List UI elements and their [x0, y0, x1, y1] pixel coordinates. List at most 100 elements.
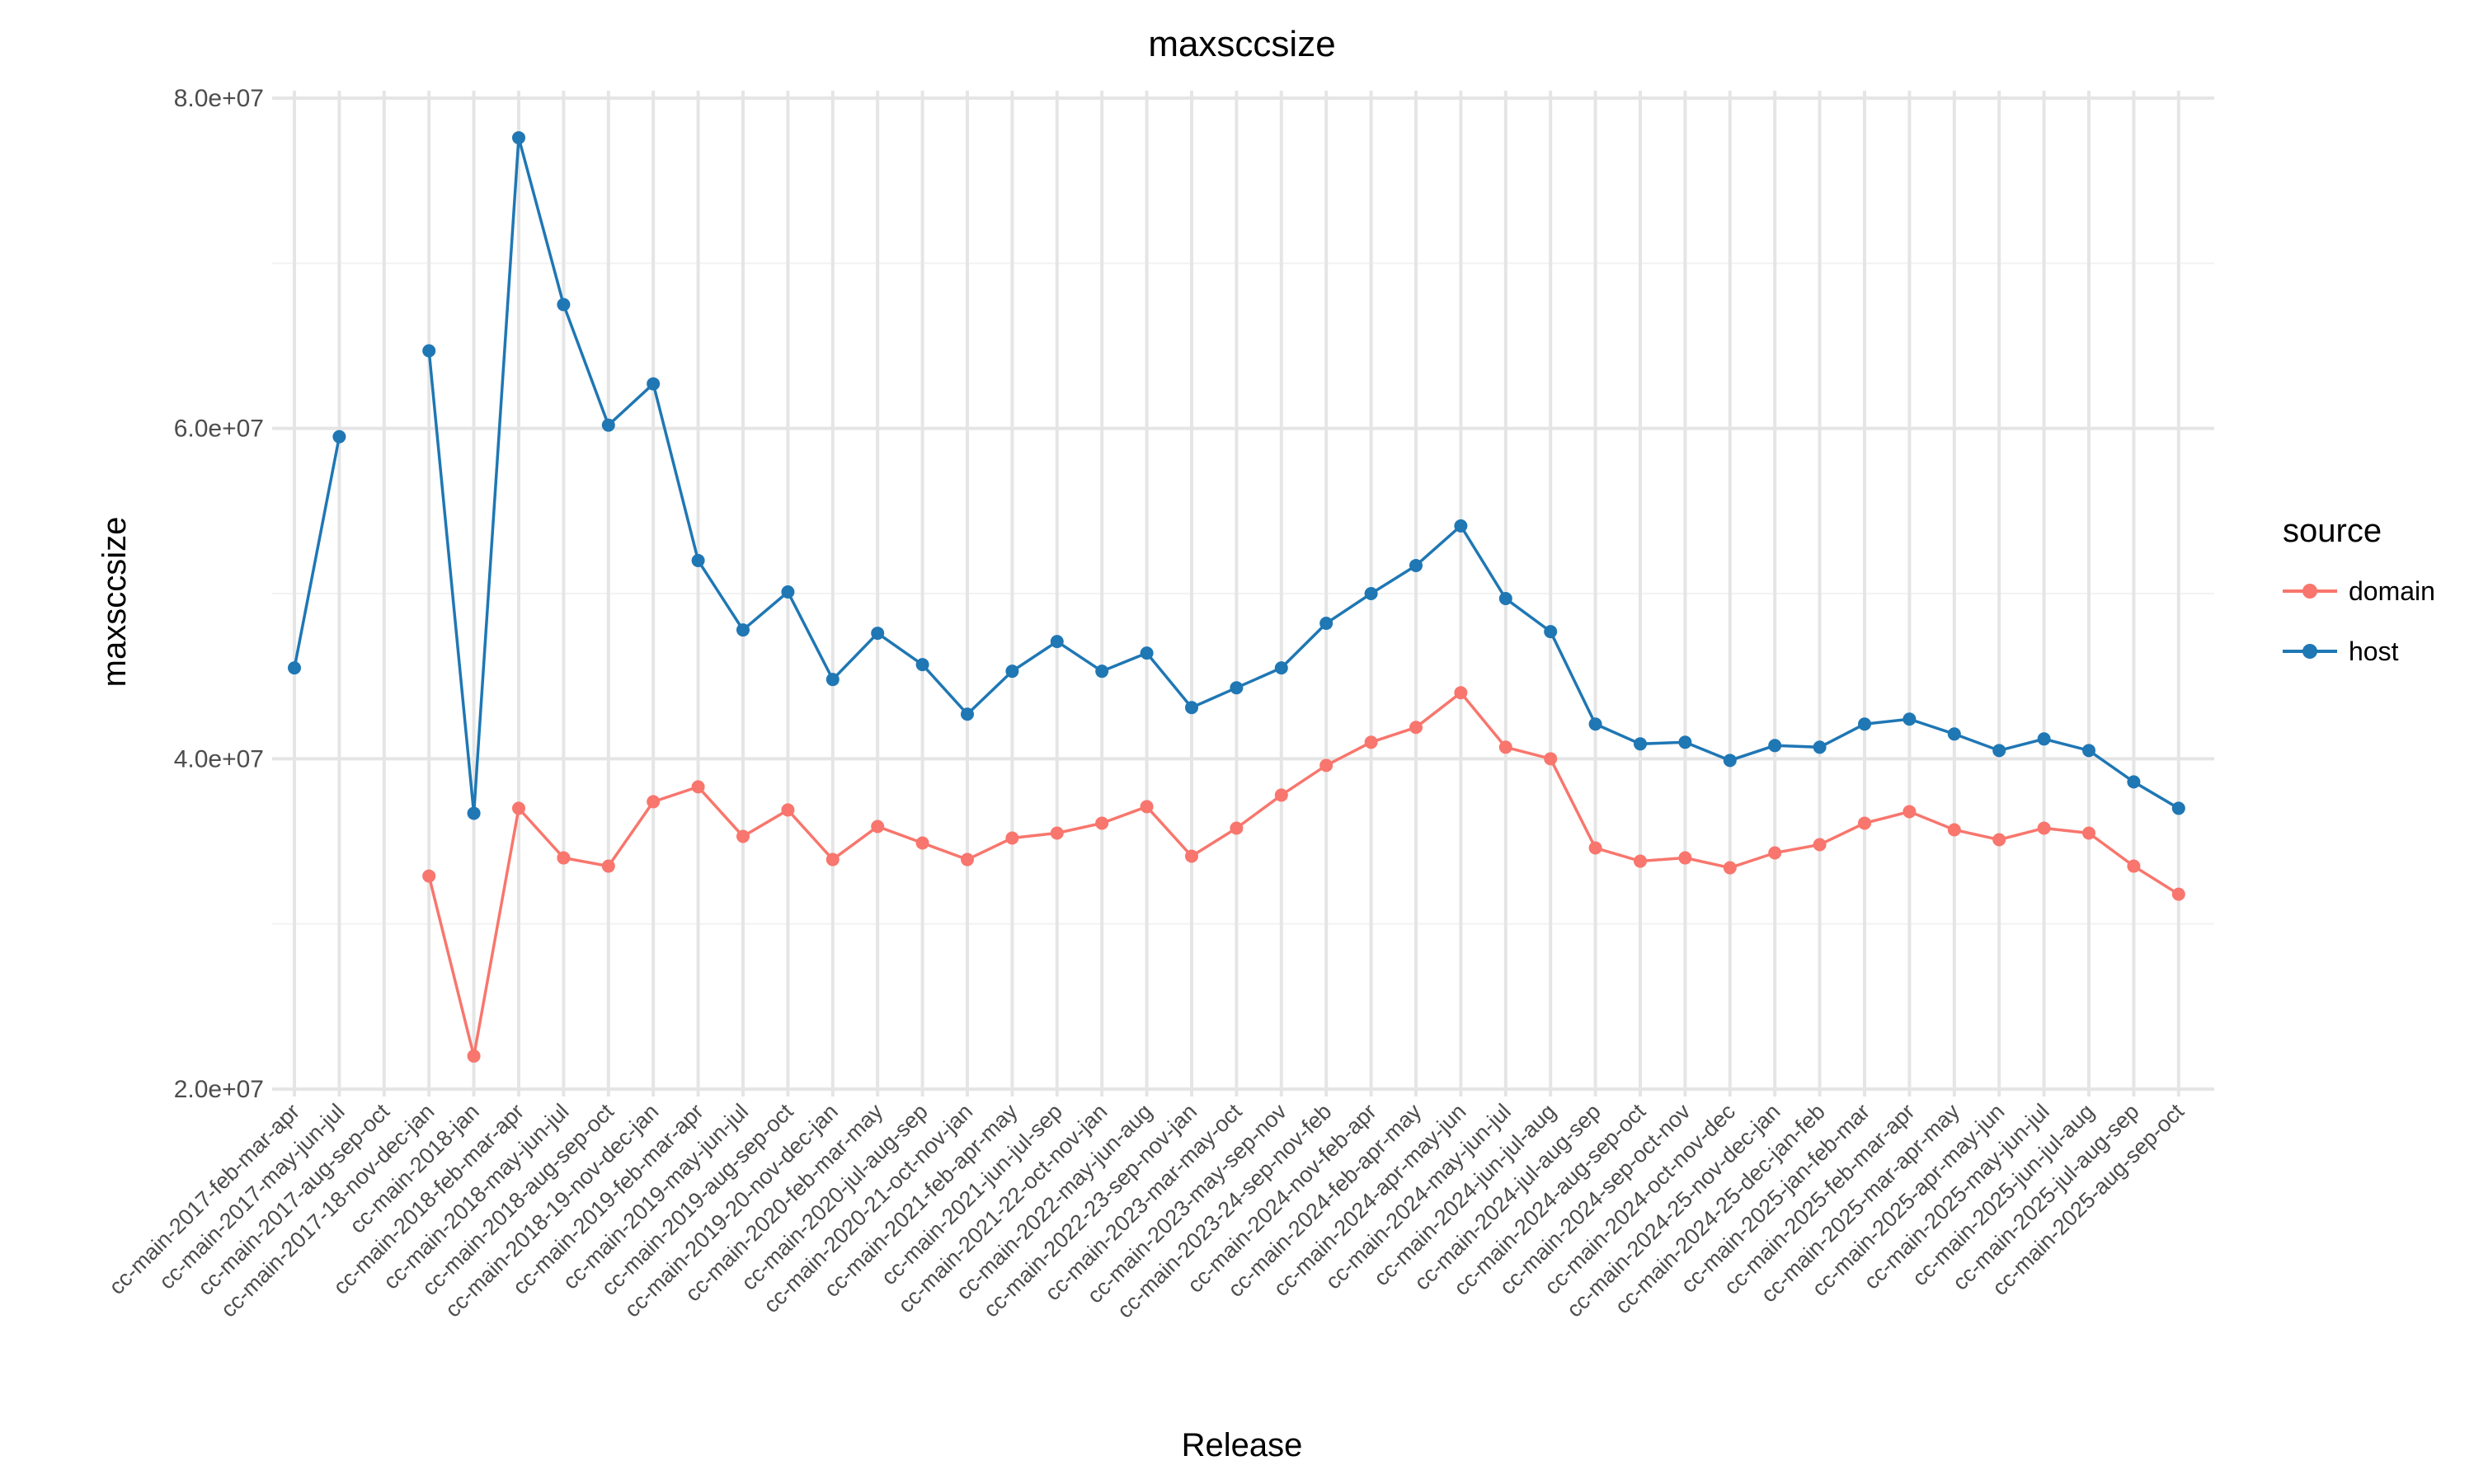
data-point-domain	[647, 795, 661, 809]
data-point-domain	[1723, 861, 1737, 875]
data-point-host	[1544, 625, 1558, 639]
data-point-host	[1634, 737, 1647, 751]
legend-item-domain: domain	[2283, 576, 2435, 606]
data-point-host	[1588, 717, 1602, 731]
data-point-domain	[961, 852, 974, 866]
data-point-domain	[736, 829, 750, 843]
data-point-host	[1454, 519, 1468, 533]
data-point-domain	[601, 859, 615, 873]
data-point-domain	[1992, 833, 2006, 847]
data-point-domain	[1634, 854, 1647, 868]
legend-label: host	[2349, 636, 2399, 666]
data-point-host	[1903, 712, 1917, 726]
data-point-host	[1140, 646, 1154, 660]
y-tick-label: 8.0e+07	[174, 85, 264, 112]
legend-point-swatch	[2302, 584, 2317, 599]
data-point-domain	[1947, 823, 1961, 837]
data-point-domain	[1903, 805, 1917, 819]
x-axis-title: Release	[1182, 1427, 1303, 1463]
data-point-host	[691, 553, 705, 567]
data-point-domain	[1768, 846, 1782, 860]
y-tick-label: 2.0e+07	[174, 1076, 264, 1103]
data-point-domain	[2171, 887, 2185, 901]
data-point-domain	[1095, 816, 1109, 830]
data-point-domain	[557, 851, 571, 865]
data-point-host	[1768, 739, 1782, 753]
data-point-domain	[1454, 686, 1468, 700]
data-point-domain	[871, 819, 885, 834]
chart-title: maxsccsize	[1148, 24, 1335, 64]
data-point-domain	[691, 780, 705, 794]
legend-title: source	[2283, 513, 2382, 549]
data-point-host	[512, 131, 525, 145]
data-point-host	[871, 627, 885, 641]
data-point-host	[781, 585, 795, 599]
data-point-domain	[2037, 821, 2051, 835]
data-point-domain	[781, 803, 795, 817]
y-axis-ticks: 2.0e+07 4.0e+07 6.0e+07 8.0e+07	[174, 85, 264, 1103]
data-point-domain	[2082, 826, 2095, 840]
legend-item-host: host	[2283, 636, 2399, 666]
data-point-host	[1678, 735, 1692, 749]
data-point-host	[961, 707, 974, 721]
series-domain	[422, 686, 2185, 1063]
data-point-domain	[1230, 821, 1244, 835]
data-point-host	[288, 661, 301, 675]
data-point-host	[1947, 727, 1961, 741]
data-point-host	[1230, 681, 1244, 695]
data-point-domain	[915, 836, 929, 850]
data-point-host	[557, 298, 571, 312]
legend-label: domain	[2349, 576, 2435, 606]
y-tick-label: 4.0e+07	[174, 745, 264, 773]
data-point-host	[1005, 665, 1019, 679]
data-point-host	[1858, 717, 1871, 731]
data-point-domain	[422, 869, 436, 883]
legend-point-swatch	[2302, 644, 2317, 659]
data-point-domain	[467, 1049, 481, 1063]
data-point-host	[2037, 732, 2051, 746]
grid	[272, 91, 2214, 1097]
data-point-host	[915, 658, 929, 672]
data-point-domain	[1140, 800, 1154, 814]
data-point-host	[1319, 617, 1333, 631]
data-point-domain	[825, 852, 840, 866]
data-point-domain	[1544, 752, 1558, 766]
data-point-host	[467, 806, 481, 820]
data-point-domain	[512, 801, 525, 815]
data-point-host	[1274, 661, 1288, 675]
data-point-host	[647, 377, 661, 391]
data-point-domain	[1858, 816, 1871, 830]
data-point-host	[1723, 754, 1737, 768]
series-host	[288, 131, 2185, 820]
data-point-host	[601, 418, 615, 432]
data-point-domain	[2127, 859, 2141, 873]
data-point-domain	[1588, 841, 1602, 855]
series-layer	[288, 131, 2185, 1063]
data-point-host	[825, 673, 840, 687]
data-point-host	[422, 344, 436, 358]
data-point-host	[1992, 744, 2006, 758]
x-tick-label: cc-main-2017-may-jun-jul	[154, 1099, 350, 1294]
data-point-domain	[1678, 851, 1692, 865]
data-point-domain	[1498, 740, 1512, 754]
data-point-host	[1364, 587, 1378, 600]
data-point-domain	[1319, 758, 1333, 773]
x-axis-ticks: cc-main-2017-feb-mar-aprcc-main-2017-may…	[104, 1099, 2189, 1323]
data-point-host	[2171, 801, 2185, 815]
series-line-domain	[427, 690, 2180, 1057]
data-point-domain	[1005, 831, 1019, 845]
data-point-host	[1050, 635, 1064, 649]
data-point-host	[736, 623, 750, 637]
y-axis-title: maxsccsize	[96, 517, 133, 688]
data-point-domain	[1274, 788, 1288, 802]
y-tick-label: 6.0e+07	[174, 416, 264, 443]
data-point-domain	[1050, 826, 1064, 840]
data-point-host	[2127, 775, 2141, 789]
series-line-host	[427, 137, 2180, 814]
data-point-domain	[1813, 838, 1827, 852]
data-point-host	[1095, 665, 1109, 679]
data-point-host	[1498, 592, 1512, 606]
data-point-domain	[1364, 735, 1378, 749]
series-line-host	[293, 436, 341, 669]
